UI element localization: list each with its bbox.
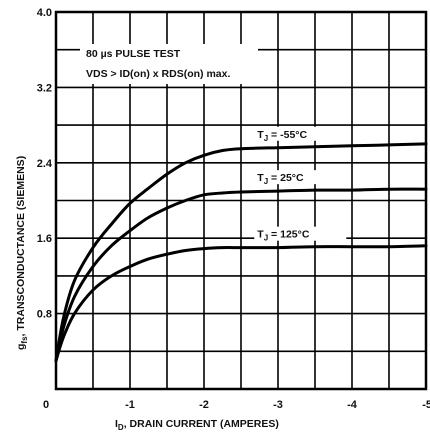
- x-axis-label-rest: , DRAIN CURRENT (AMPERES): [124, 418, 279, 430]
- series-label-background: [254, 126, 347, 141]
- series-line-2: [54, 187, 428, 363]
- series-label-background: [254, 226, 347, 241]
- note-pulse-test: 80 µs PULSE TEST: [86, 48, 181, 60]
- series-label-background: [254, 170, 347, 185]
- x-axis-label-sub: D: [118, 423, 124, 432]
- series-labels: TJ = -55°CTJ = 25°CTJ = 125°C: [254, 126, 347, 243]
- series-label-1: TJ = -55°C: [257, 129, 307, 143]
- x-tick-label: -2: [199, 399, 209, 411]
- y-tick-label: 2.4: [37, 158, 53, 170]
- x-axis-label: ID, DRAIN CURRENT (AMPERES): [115, 418, 279, 432]
- notes-background: [80, 44, 258, 84]
- y-axis-label-sub: fs: [20, 336, 29, 344]
- series-label-rest: = 125°C: [268, 229, 310, 241]
- y-tick-label: 1.6: [37, 233, 52, 245]
- y-tick-label: 0.8: [37, 309, 52, 321]
- tick-labels: 0.8 1.6 2.4 3.2 4.0 0 -1 -2 -3 -4 -5: [37, 7, 430, 411]
- y-axis-label-rest: , TRANSCONDUCTANCE (SIEMENS): [15, 156, 27, 337]
- x-tick-label: -4: [347, 399, 358, 411]
- series-label-2: TJ = 25°C: [257, 172, 304, 186]
- y-tick-label: 3.2: [37, 82, 52, 94]
- plot-frame: [54, 10, 428, 391]
- y-axis-label-main: g: [15, 344, 27, 350]
- note-vds-condition: VDS > ID(on) x RDS(on) max.: [86, 68, 230, 80]
- x-tick-label: 0: [43, 399, 49, 411]
- series-label-sub: J: [264, 234, 268, 243]
- x-tick-label: -5: [422, 399, 430, 411]
- x-tick-label: -3: [273, 399, 283, 411]
- series-label-main: T: [257, 129, 264, 141]
- series-label-sub: J: [264, 177, 268, 186]
- series-label-rest: = 25°C: [268, 172, 304, 184]
- series-label-main: T: [257, 229, 264, 241]
- series-label-sub: J: [264, 134, 268, 143]
- series-line-1: [54, 142, 428, 363]
- series-label-main: T: [257, 172, 264, 184]
- y-tick-label: 4.0: [37, 7, 52, 19]
- series-label-3: TJ = 125°C: [257, 229, 310, 243]
- series-label-rest: = -55°C: [268, 129, 307, 141]
- series-line-3: [54, 244, 428, 363]
- x-axis-label-main: I: [115, 418, 118, 430]
- x-tick-label: -1: [125, 399, 135, 411]
- y-axis-label: gfs, TRANSCONDUCTANCE (SIEMENS): [15, 156, 29, 350]
- series-lines: [54, 142, 428, 363]
